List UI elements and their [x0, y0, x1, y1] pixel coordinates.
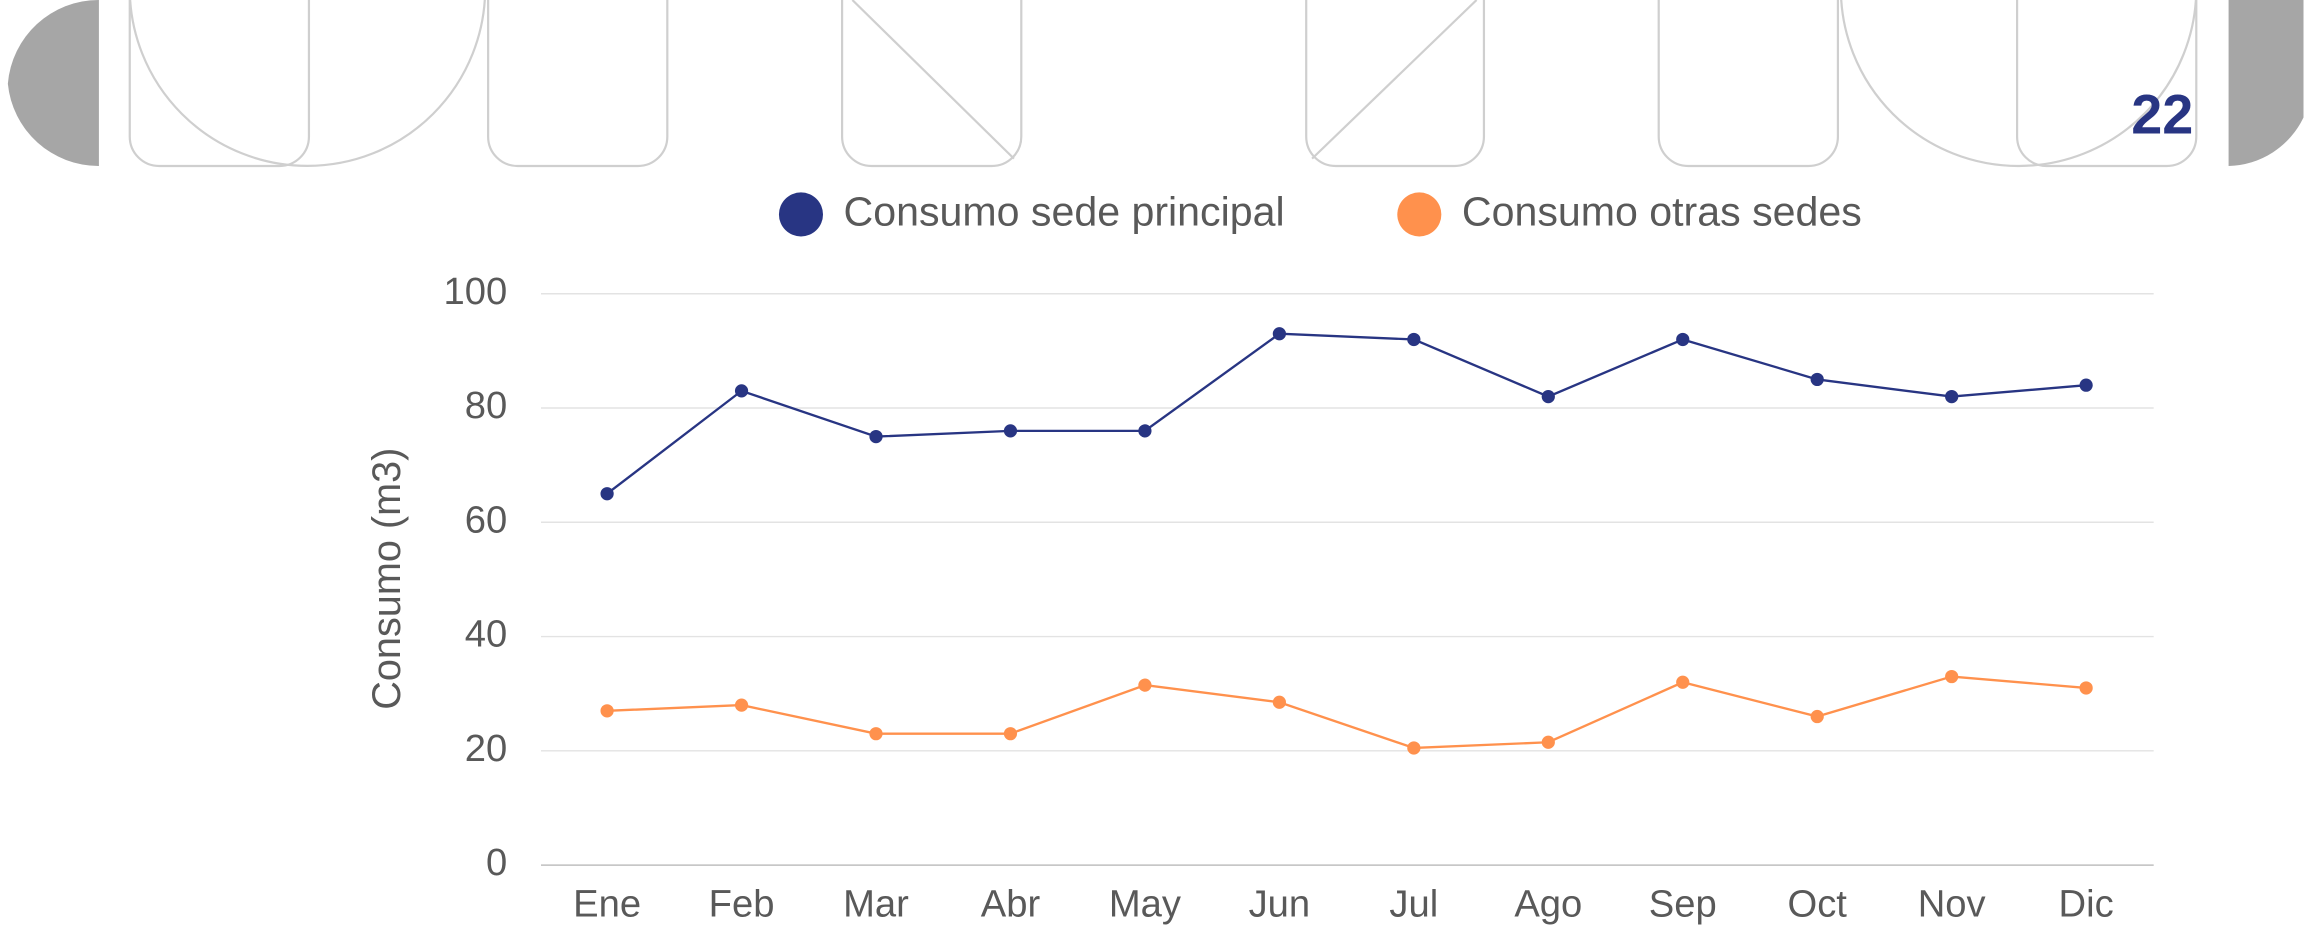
data-point: [1003, 727, 1018, 741]
series-line: [607, 675, 2087, 750]
data-point: [734, 698, 749, 712]
outline-box: [841, 0, 1023, 168]
data-point: [1407, 741, 1421, 755]
outline-arc: [129, 0, 486, 167]
x-tick-label: Abr: [981, 882, 1041, 925]
outline-box: [487, 0, 669, 168]
x-tick-label: Ene: [573, 882, 641, 925]
x-tick-label: Oct: [1788, 882, 1848, 925]
data-point: [2079, 681, 2093, 695]
x-tick-label: Mar: [843, 882, 909, 925]
outline-diagonal: [1311, 0, 1478, 160]
data-point: [1945, 389, 1959, 404]
outline-box: [128, 0, 311, 168]
data-point: [1272, 695, 1286, 709]
data-point: [1676, 332, 1690, 347]
data-point: [869, 727, 883, 741]
x-tick-label: Nov: [1918, 882, 1986, 925]
y-axis-label: Consumo (m3): [365, 448, 409, 710]
data-point: [1945, 669, 1959, 684]
page-number: 22: [2131, 83, 2193, 146]
y-tick-label: 0: [486, 841, 507, 884]
outline-arc: [1840, 0, 2197, 167]
data-point: [1272, 327, 1286, 341]
outline-diagonal: [851, 0, 1015, 160]
outline-box: [2016, 0, 2198, 168]
x-tick-label: Sep: [1649, 882, 1717, 925]
series-line: [606, 332, 2087, 495]
y-tick-label: 60: [465, 498, 507, 541]
x-tick-label: Dic: [2059, 882, 2114, 925]
x-tick-label: Ago: [1514, 882, 1582, 925]
data-point: [1003, 424, 1018, 438]
y-tick-label: 20: [465, 727, 507, 770]
y-tick-label: 100: [444, 270, 508, 313]
x-tick-label: Jun: [1249, 882, 1311, 925]
outline-box: [1657, 0, 1839, 168]
data-point: [734, 384, 749, 398]
data-point: [600, 487, 614, 501]
legend-marker: [778, 192, 823, 237]
legend-label: Consumo otras sedes: [1462, 188, 1862, 234]
data-point: [1541, 735, 1555, 749]
data-point: [2079, 378, 2093, 392]
y-tick-label: 80: [465, 384, 507, 427]
half-disc: [7, 0, 99, 166]
data-point: [1138, 678, 1152, 692]
x-tick-label: Feb: [709, 882, 775, 925]
x-tick-label: May: [1109, 882, 1182, 925]
y-tick-label: 40: [465, 613, 507, 656]
data-point: [1407, 332, 1421, 347]
data-point: [600, 704, 614, 718]
data-point: [869, 429, 883, 444]
legend-marker: [1397, 192, 1442, 237]
legend-label: Consumo sede principal: [844, 188, 1285, 234]
outline-box: [1305, 0, 1486, 168]
data-point: [1810, 709, 1824, 724]
data-point: [1810, 372, 1824, 387]
half-disc: [2228, 0, 2304, 166]
data-point: [1541, 389, 1555, 404]
decoration: [7, 0, 2304, 168]
data-point: [1138, 424, 1152, 438]
data-point: [1676, 675, 1690, 689]
x-tick-label: Jul: [1389, 882, 1438, 925]
